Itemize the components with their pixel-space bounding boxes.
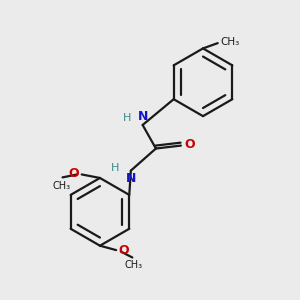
Text: CH₃: CH₃ — [52, 181, 70, 191]
Text: CH₃: CH₃ — [220, 37, 239, 47]
Text: CH₃: CH₃ — [125, 260, 143, 270]
Text: O: O — [184, 139, 195, 152]
Text: N: N — [137, 110, 148, 124]
Text: N: N — [126, 172, 136, 185]
Text: H: H — [123, 113, 131, 124]
Text: O: O — [118, 244, 129, 257]
Text: O: O — [69, 167, 79, 180]
Text: H: H — [110, 163, 119, 173]
